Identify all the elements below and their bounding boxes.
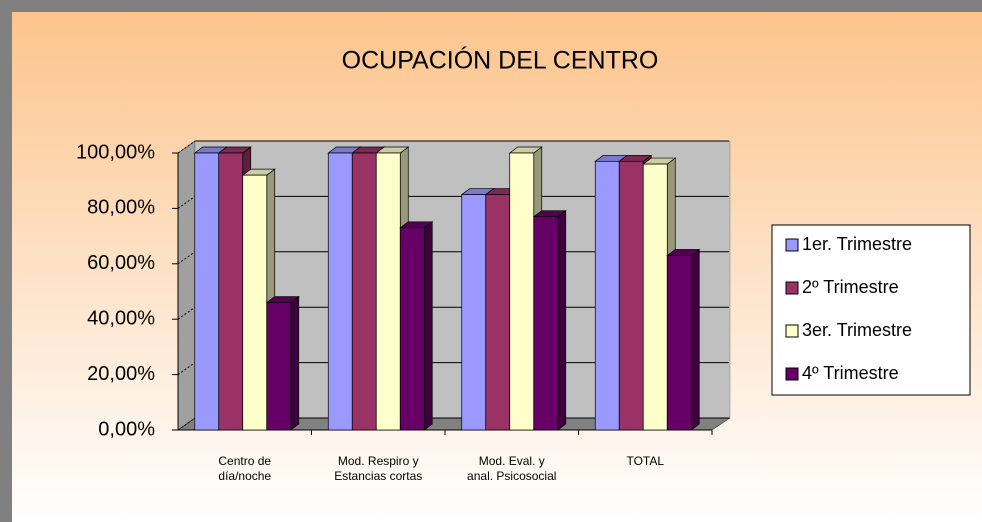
y-tick-label: 0,00% xyxy=(98,418,155,440)
x-tick-label: Mod. Respiro y Estancias cortas xyxy=(334,454,422,483)
grid-line-side xyxy=(177,417,196,431)
x-tick-label: Mod. Eval. y anal. Psicosocial xyxy=(467,454,556,483)
bar-side xyxy=(690,248,700,431)
legend-label: 3er. Trimestre xyxy=(802,320,912,340)
bar xyxy=(666,255,692,431)
x-tick-label-line: TOTAL xyxy=(626,454,664,468)
legend-swatch xyxy=(785,324,799,338)
x-tick-label-line: día/noche xyxy=(218,469,271,483)
legend-label: 2º Trimestre xyxy=(802,277,899,297)
x-tick-label-line: anal. Psicosocial xyxy=(467,469,556,483)
bar xyxy=(509,152,535,431)
x-tick-label-line: Centro de xyxy=(218,454,271,468)
legend-label: 4º Trimestre xyxy=(802,363,899,383)
legend-swatch xyxy=(785,367,799,381)
grid-line-side xyxy=(177,251,196,265)
x-tick-label: TOTAL xyxy=(626,454,664,468)
legend-label: 1er. Trimestre xyxy=(802,234,912,254)
y-tick-label: 100,00% xyxy=(76,141,155,163)
chart-title: OCUPACIÓN DEL CENTRO xyxy=(342,46,659,75)
x-tick-label: Centro de día/noche xyxy=(218,454,271,483)
bar xyxy=(351,152,377,431)
legend-swatch xyxy=(785,238,799,252)
legend xyxy=(771,224,971,396)
x-tick-label-line: Mod. Respiro y xyxy=(338,454,419,468)
bar xyxy=(399,227,425,431)
legend-swatch xyxy=(785,281,799,295)
x-tick-label-line: Estancias cortas xyxy=(334,469,422,483)
bar xyxy=(618,160,644,431)
bar-side xyxy=(423,221,433,431)
bar-side xyxy=(290,295,300,431)
x-tick-label-line: Mod. Eval. y xyxy=(479,454,545,468)
bar xyxy=(533,216,559,431)
bar xyxy=(642,163,668,431)
bar xyxy=(194,152,220,431)
bar xyxy=(266,302,292,431)
bar-side xyxy=(557,210,567,431)
y-tick-label: 80,00% xyxy=(87,197,155,219)
bar xyxy=(327,152,353,431)
side-wall xyxy=(177,140,196,431)
bar xyxy=(485,194,511,431)
bar xyxy=(218,152,244,431)
y-tick-label: 40,00% xyxy=(87,307,155,329)
bar xyxy=(375,152,401,431)
grid-line-side xyxy=(177,362,196,376)
bar xyxy=(242,174,268,431)
grid-line-side xyxy=(177,195,196,209)
bar xyxy=(461,194,487,431)
y-tick-label: 60,00% xyxy=(87,252,155,274)
grid-line-side xyxy=(177,306,196,320)
grid-line-side xyxy=(177,140,196,154)
y-tick-label: 20,00% xyxy=(87,363,155,385)
bar xyxy=(594,160,620,431)
